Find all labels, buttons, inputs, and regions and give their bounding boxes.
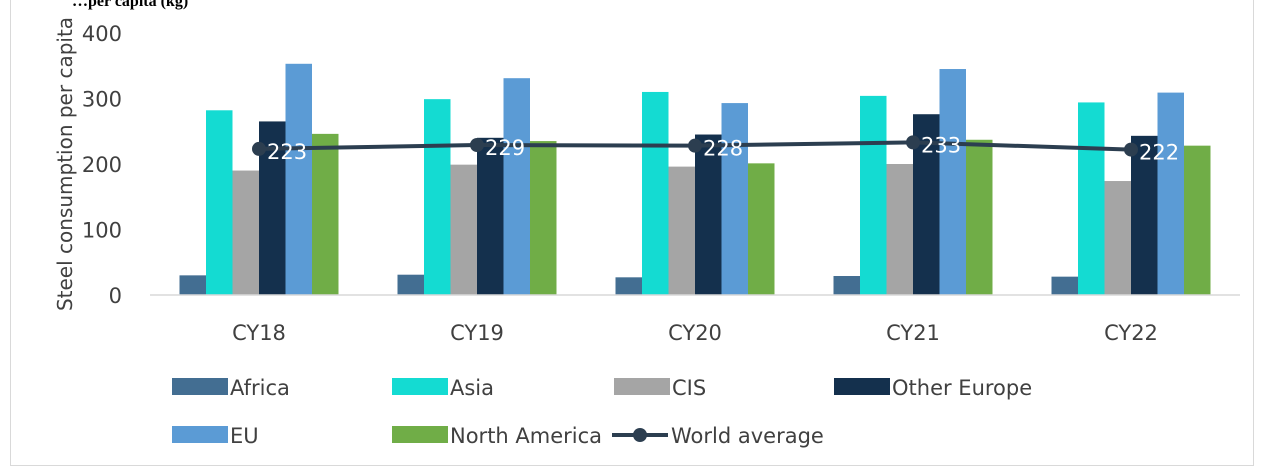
data-label: 233 — [921, 133, 961, 157]
bar-cis — [668, 166, 695, 295]
legend-label-asia: Asia — [450, 376, 494, 400]
chart-title: …per capita (kg) — [72, 0, 189, 10]
legend-swatch-other-europe — [834, 378, 890, 395]
bar-cis — [450, 164, 477, 295]
legend-label-other-europe: Other Europe — [892, 376, 1032, 400]
world-average-marker — [252, 141, 266, 156]
bar-eu — [721, 103, 748, 296]
legend-swatch-eu — [172, 426, 228, 443]
bar-north-america — [966, 139, 993, 295]
bar-cis — [232, 170, 259, 295]
x-tick-label: CY22 — [1104, 321, 1158, 345]
legend-swatch-cis — [614, 378, 670, 395]
bar-other-europe — [695, 134, 722, 295]
bar-north-america — [1184, 145, 1211, 295]
bar-africa — [179, 275, 206, 295]
y-tick-label: 100 — [82, 219, 122, 243]
bar-africa — [833, 276, 860, 295]
bar-cis — [1104, 181, 1131, 295]
bar-other-europe — [477, 137, 504, 295]
bar-asia — [1078, 102, 1105, 296]
legend-label-eu: EU — [230, 424, 259, 448]
legend-label-africa: Africa — [230, 376, 290, 400]
bar-eu — [503, 78, 530, 295]
world-average-marker — [688, 138, 702, 153]
bar-asia — [642, 91, 669, 295]
x-tick-label: CY18 — [232, 321, 286, 345]
y-tick-label: 300 — [82, 88, 122, 112]
legend-marker-world-average — [633, 428, 647, 442]
legend-label-north-america: North America — [450, 424, 602, 448]
legend-label-world-average: World average — [671, 424, 824, 448]
data-label: 223 — [267, 140, 307, 164]
legend-swatch-africa — [172, 378, 228, 395]
bar-africa — [615, 277, 642, 295]
data-label: 228 — [703, 137, 743, 161]
y-tick-label: 0 — [109, 284, 122, 308]
world-average-marker — [1124, 142, 1138, 157]
bar-eu — [939, 69, 966, 296]
bar-africa — [397, 274, 424, 295]
bar-asia — [424, 99, 451, 295]
bar-asia — [860, 95, 887, 295]
bar-north-america — [530, 141, 557, 295]
bar-asia — [206, 110, 233, 295]
x-tick-label: CY21 — [886, 321, 940, 345]
chart-frame — [10, 0, 1254, 466]
bar-africa — [1051, 276, 1078, 295]
bar-north-america — [748, 163, 775, 295]
bar-cis — [886, 164, 913, 295]
data-label: 229 — [485, 136, 525, 160]
legend-swatch-north-america — [392, 426, 448, 443]
bar-north-america — [312, 133, 339, 295]
legend-swatch-asia — [392, 378, 448, 395]
x-tick-label: CY19 — [450, 321, 504, 345]
world-average-marker — [906, 135, 920, 150]
world-average-marker — [470, 138, 484, 153]
data-label: 222 — [1139, 141, 1179, 165]
y-tick-label: 200 — [82, 153, 122, 177]
legend-label-cis: CIS — [672, 376, 706, 400]
y-axis-title: Steel consumption per capita — [53, 17, 77, 311]
y-tick-label: 400 — [82, 22, 122, 46]
bar-other-europe — [1131, 135, 1158, 295]
x-tick-label: CY20 — [668, 321, 722, 345]
bar-eu — [285, 63, 312, 295]
bar-eu — [1157, 92, 1184, 295]
